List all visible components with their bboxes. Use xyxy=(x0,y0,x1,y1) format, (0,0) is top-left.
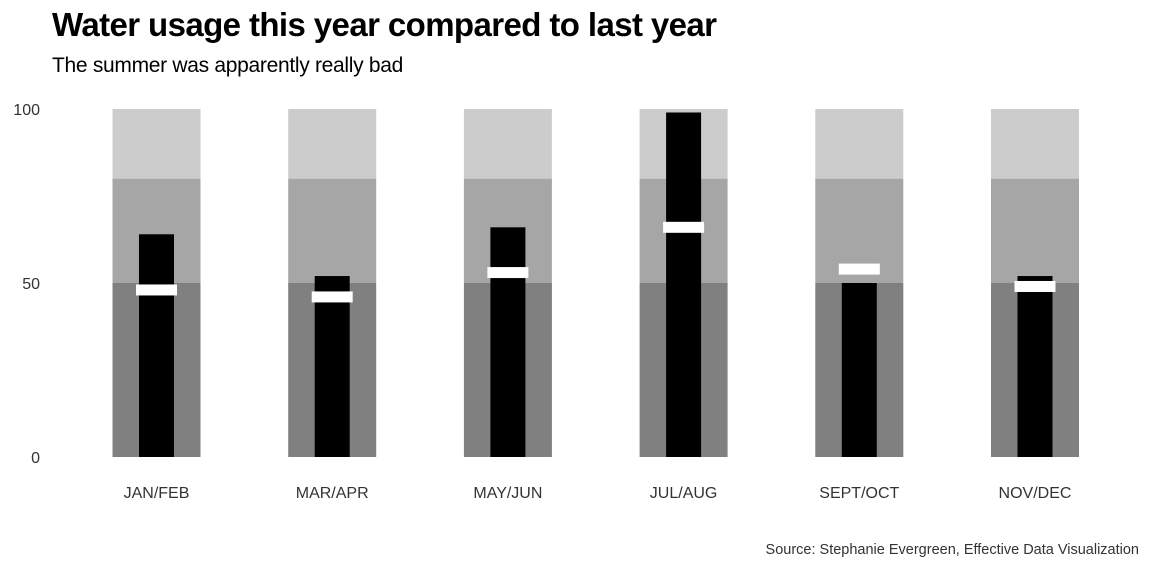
x-tick-label: MAY/JUN xyxy=(473,485,542,502)
y-tick-label: 0 xyxy=(31,450,40,467)
target-marker xyxy=(1014,280,1056,292)
markers xyxy=(136,221,1056,303)
range-band xyxy=(991,109,1079,179)
chart-subtitle: The summer was apparently really bad xyxy=(52,54,404,77)
chart-caption: Source: Stephanie Evergreen, Effective D… xyxy=(765,542,1139,558)
y-tick-label: 100 xyxy=(13,102,40,119)
y-axis: 0 50 100 xyxy=(13,102,40,467)
target-marker xyxy=(838,263,880,275)
x-tick-label: MAR/APR xyxy=(296,485,369,502)
x-axis: JAN/FEB MAR/APR MAY/JUN JUL/AUG SEPT/OCT NOV/… xyxy=(124,485,1072,502)
target-marker xyxy=(487,267,529,279)
bar xyxy=(139,234,174,457)
chart-title: Water usage this year compared to last y… xyxy=(52,6,717,43)
target-marker xyxy=(311,291,353,303)
bars xyxy=(139,112,1053,457)
y-tick-label: 50 xyxy=(22,276,40,293)
qualitative-ranges xyxy=(112,109,1079,457)
range-band xyxy=(112,109,201,179)
range-band xyxy=(463,109,552,179)
bar xyxy=(841,283,877,457)
x-tick-label: NOV/DEC xyxy=(999,485,1072,502)
range-band xyxy=(991,178,1079,283)
bar xyxy=(314,276,350,457)
x-tick-label: SEPT/OCT xyxy=(819,485,899,502)
range-band xyxy=(815,109,904,179)
bar xyxy=(490,227,526,457)
target-marker xyxy=(136,284,177,296)
x-tick-label: JAN/FEB xyxy=(124,485,190,502)
range-band xyxy=(288,178,377,283)
target-marker xyxy=(663,221,705,233)
x-tick-label: JUL/AUG xyxy=(650,485,718,502)
bar xyxy=(1017,276,1053,457)
bar xyxy=(666,112,702,457)
range-band xyxy=(288,109,377,179)
